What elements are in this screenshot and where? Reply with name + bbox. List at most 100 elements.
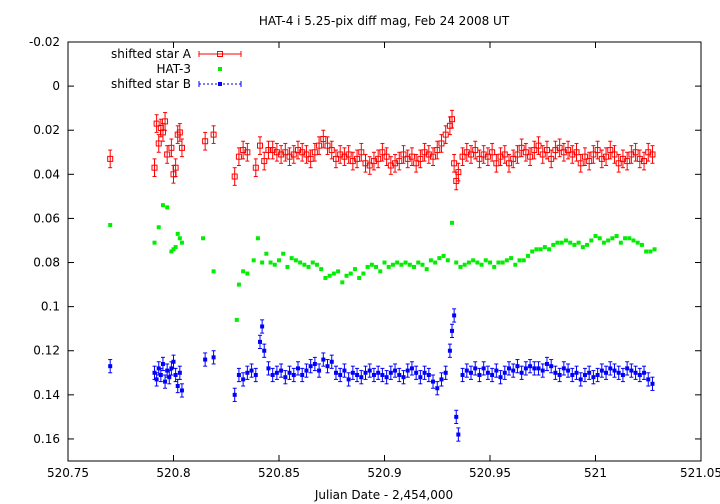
- data-point: [642, 370, 647, 375]
- data-point: [158, 372, 163, 377]
- x-tick-label: 521.05: [680, 466, 720, 480]
- data-point: [534, 247, 539, 252]
- data-point: [646, 377, 651, 382]
- data-point: [521, 258, 526, 263]
- data-point: [156, 225, 161, 230]
- data-point: [388, 370, 393, 375]
- data-point: [485, 370, 490, 375]
- data-point: [350, 370, 355, 375]
- data-point: [604, 370, 609, 375]
- data-point: [346, 377, 351, 382]
- data-point: [291, 372, 296, 377]
- data-point: [434, 147, 441, 154]
- x-tick-label: 520.9: [367, 466, 401, 480]
- data-point: [153, 120, 160, 127]
- data-point: [409, 366, 414, 371]
- series-0: [107, 109, 656, 191]
- legend-label: HAT-3: [157, 62, 192, 76]
- data-point: [559, 240, 564, 245]
- data-point: [593, 234, 598, 239]
- data-point: [171, 359, 176, 364]
- data-point: [340, 280, 345, 285]
- data-point: [428, 258, 433, 263]
- data-point: [167, 375, 172, 380]
- data-point: [412, 264, 417, 269]
- data-point: [500, 260, 505, 265]
- x-tick-label: 520.85: [258, 466, 300, 480]
- data-point: [270, 372, 275, 377]
- data-point: [599, 368, 604, 373]
- data-point: [527, 153, 534, 160]
- data-point: [324, 142, 331, 149]
- data-point: [249, 368, 254, 373]
- data-point: [369, 262, 374, 267]
- data-point: [580, 245, 585, 250]
- data-point: [289, 256, 294, 261]
- data-point: [490, 372, 495, 377]
- data-point: [597, 236, 602, 241]
- data-point: [160, 361, 165, 366]
- data-point: [435, 386, 440, 391]
- data-point: [365, 264, 370, 269]
- data-point: [557, 372, 562, 377]
- y-tick-label: 0.12: [33, 344, 60, 358]
- data-point: [504, 258, 509, 263]
- data-point: [245, 370, 250, 375]
- data-point: [359, 375, 364, 380]
- data-point: [606, 238, 611, 243]
- data-point: [268, 260, 273, 265]
- data-point: [644, 249, 649, 254]
- data-point: [441, 253, 446, 258]
- data-point: [591, 375, 596, 380]
- data-point: [420, 262, 425, 267]
- data-point: [616, 370, 621, 375]
- data-point: [171, 247, 176, 252]
- data-point: [400, 151, 407, 158]
- data-point: [251, 258, 256, 263]
- data-point: [333, 370, 338, 375]
- data-point: [601, 240, 606, 245]
- data-point: [279, 368, 284, 373]
- data-point: [108, 223, 113, 228]
- data-point: [518, 144, 525, 151]
- data-point: [542, 245, 547, 250]
- data-point: [652, 247, 657, 252]
- data-point: [342, 368, 347, 373]
- data-point: [355, 372, 360, 377]
- data-point: [484, 153, 491, 160]
- data-point: [231, 173, 238, 180]
- data-point: [452, 313, 457, 318]
- data-point: [649, 151, 656, 158]
- data-point: [175, 384, 180, 389]
- data-point: [169, 249, 174, 254]
- data-point: [272, 262, 277, 267]
- data-point: [430, 153, 437, 160]
- data-point: [623, 236, 628, 241]
- data-point: [536, 366, 541, 371]
- data-point: [424, 267, 429, 272]
- data-point: [308, 364, 313, 369]
- data-point: [310, 260, 315, 265]
- data-point: [165, 205, 170, 210]
- data-point: [565, 147, 572, 154]
- data-marks: [107, 109, 657, 442]
- data-point: [509, 256, 514, 261]
- data-point: [578, 377, 583, 382]
- x-tick-label: 520.8: [156, 466, 190, 480]
- data-point: [202, 138, 209, 145]
- data-point: [625, 366, 630, 371]
- data-point: [648, 249, 653, 254]
- data-point: [314, 262, 319, 267]
- data-point: [329, 359, 334, 364]
- data-point: [306, 264, 311, 269]
- data-point: [154, 377, 159, 382]
- data-point: [454, 414, 459, 419]
- data-point: [378, 269, 383, 274]
- data-point: [203, 357, 208, 362]
- data-point: [160, 203, 165, 208]
- data-point: [493, 160, 500, 167]
- data-point: [307, 155, 314, 162]
- data-point: [532, 366, 537, 371]
- data-point: [382, 260, 387, 265]
- data-point: [165, 368, 170, 373]
